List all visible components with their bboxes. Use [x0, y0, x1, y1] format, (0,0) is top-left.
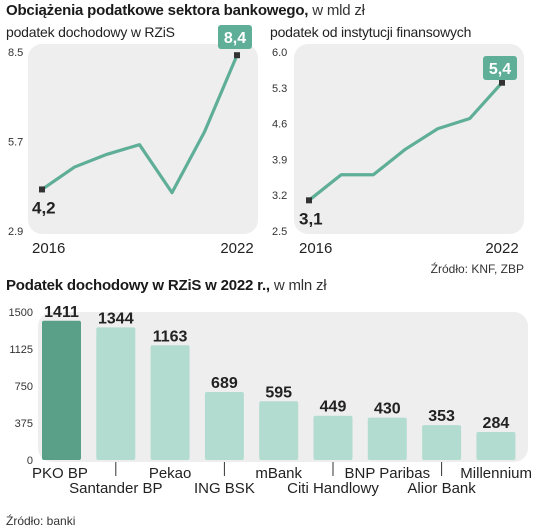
- x-tick-label: 2022: [220, 240, 253, 257]
- bar-chart: 1500 1125 750 375 0 1411 PKO BP 1344 Santander B…: [9, 304, 532, 497]
- category-label: PKO BP: [32, 465, 88, 482]
- category-label: Citi Handlowy: [287, 480, 379, 497]
- bar-chart-title-bold: Podatek dochodowy w RZiS w 2022 r.,: [6, 277, 270, 294]
- bar-value-label: 284: [483, 415, 510, 432]
- bar-value-label: 1411: [44, 304, 79, 321]
- bar: [204, 392, 244, 460]
- right-line-chart: 6.0 5.3 4.6 3.9 3.2 2.5 3,1 5,4 2016 2022: [272, 47, 519, 257]
- y-tick-label: 750: [15, 381, 33, 393]
- bar: [367, 417, 407, 460]
- chart-title-bold: Obciążenia podatkowe sektora bankowego,: [6, 2, 309, 19]
- end-value-label: 8,4: [224, 30, 246, 47]
- left-line-chart: 8.5 5.7 2.9 4,2 8,4 2016 2022: [8, 25, 254, 257]
- y-tick-label: 3.9: [272, 154, 287, 166]
- bar-value-label: 449: [320, 399, 347, 416]
- left-panel: [28, 44, 258, 234]
- bottom-source: Źródło: banki: [6, 514, 76, 528]
- end-value-badge: [483, 56, 517, 80]
- y-tick-label: 1125: [9, 344, 33, 356]
- y-tick-label: 1500: [9, 307, 33, 319]
- bar-value-label: 1344: [98, 310, 134, 327]
- top-source: Źródło: KNF, ZBP: [430, 262, 524, 276]
- x-tick-label: 2022: [485, 240, 518, 257]
- y-tick-label: 2.9: [8, 226, 23, 238]
- category-label: BNP Paribas: [344, 465, 430, 482]
- y-tick-label: 5.3: [272, 83, 287, 95]
- bar-value-label: 689: [211, 375, 238, 392]
- bar: [476, 431, 516, 460]
- bar: [42, 320, 81, 460]
- category-label: Alior Bank: [407, 480, 476, 497]
- series-line: [40, 53, 239, 195]
- chart-title-unit: w mld zł: [312, 2, 365, 19]
- y-tick-label: 3.2: [272, 190, 287, 202]
- start-value-label: 4,2: [32, 198, 56, 217]
- bar: [259, 401, 299, 460]
- bar-chart-title-unit: w mln zł: [273, 277, 327, 294]
- start-point-marker: [39, 186, 45, 193]
- y-tick-label: 4.6: [272, 119, 287, 131]
- y-tick-label: 6.0: [272, 47, 287, 59]
- end-point-marker: [234, 52, 240, 59]
- bar-value-label: 1163: [153, 328, 188, 345]
- y-tick-label: 0: [27, 455, 33, 467]
- x-tick-label: 2016: [299, 240, 332, 257]
- start-value-label: 3,1: [299, 209, 323, 228]
- category-label: Millennium: [460, 465, 532, 482]
- bar: [422, 425, 462, 460]
- category-label: mBank: [255, 465, 302, 482]
- y-tick-label: 2.5: [272, 226, 287, 238]
- bar-value-label: 430: [374, 401, 401, 418]
- category-label: Pekao: [149, 465, 192, 482]
- y-tick-label: 375: [15, 418, 33, 430]
- chart-title: Obciążenia podatkowe sektora bankowego, …: [6, 2, 365, 19]
- category-label: ING BSK: [194, 480, 255, 497]
- bar-value-label: 595: [265, 384, 292, 401]
- category-label: Santander BP: [69, 480, 162, 497]
- series-line: [307, 81, 504, 202]
- left-panel-label: podatek dochodowy w RZiS: [6, 24, 175, 40]
- bar: [313, 415, 353, 460]
- y-tick-label: 5.7: [8, 137, 23, 149]
- x-tick-label: 2016: [32, 240, 65, 257]
- bar: [96, 327, 136, 460]
- bar: [150, 345, 190, 460]
- bar-value-label: 353: [428, 408, 455, 425]
- start-point-marker: [306, 197, 312, 204]
- end-value-badge: [218, 25, 252, 49]
- right-panel-label: podatek od instytucji finansowych: [270, 24, 472, 40]
- bar-chart-title: Podatek dochodowy w RZiS w 2022 r., w ml…: [6, 277, 327, 294]
- end-value-label: 5,4: [489, 61, 511, 78]
- end-point-marker: [499, 79, 505, 86]
- y-tick-label: 8.5: [8, 47, 23, 59]
